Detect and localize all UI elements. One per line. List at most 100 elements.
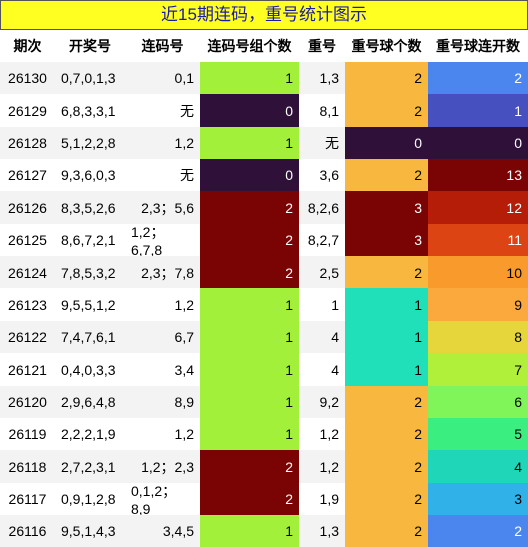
colored-cell: 2 <box>428 514 528 547</box>
cell: 26126 <box>0 191 55 225</box>
colored-cell: 0 <box>345 126 428 160</box>
colored-cell: 2 <box>345 94 428 128</box>
colored-cell: 11 <box>428 223 528 257</box>
colored-cell: 2 <box>345 256 428 289</box>
cell: 2,5 <box>299 256 345 289</box>
cell: 2,3；5,6 <box>125 191 200 225</box>
cell: 6,7 <box>125 320 200 354</box>
cell: 1,3 <box>299 62 345 95</box>
colored-cell: 2 <box>200 191 299 225</box>
title: 近15期连码，重号统计图示 <box>0 0 528 30</box>
colored-cell: 1 <box>200 62 299 95</box>
header-cell: 连码号组个数 <box>207 38 292 54</box>
cell: 4 <box>299 353 345 386</box>
cell: 1,2 <box>125 288 200 322</box>
colored-cell: 2 <box>345 385 428 419</box>
cell: 26120 <box>0 385 55 419</box>
cell: 2,9,6,4,8 <box>55 385 125 419</box>
cell: 26117 <box>0 482 55 516</box>
cell: 8,1 <box>299 94 345 128</box>
header-cell: 开奖号 <box>69 38 111 54</box>
cell: 0,7,0,1,3 <box>55 62 125 95</box>
cell: 9,5,5,1,2 <box>55 288 125 322</box>
colored-cell: 2 <box>200 450 299 484</box>
cell: 0,1,2；8,9 <box>125 482 200 517</box>
cell: 2,2,2,1,9 <box>55 417 125 451</box>
colored-cell: 2 <box>200 482 299 516</box>
colored-cell: 3 <box>345 191 428 225</box>
colored-cell: 6 <box>428 385 528 419</box>
colored-cell: 5 <box>428 417 528 451</box>
colored-cell: 2 <box>345 514 428 547</box>
colored-cell: 2 <box>200 223 299 257</box>
colored-cell: 2 <box>345 417 428 451</box>
cell: 8,9 <box>125 385 200 419</box>
cell: 1,2 <box>125 126 200 160</box>
colored-cell: 1 <box>200 514 299 547</box>
cell: 8,2,6 <box>299 191 345 225</box>
colored-cell: 2 <box>200 256 299 289</box>
colored-cell: 0 <box>200 94 299 128</box>
colored-cell: 2 <box>428 62 528 95</box>
cell: 1,2 <box>299 450 345 484</box>
colored-cell: 1 <box>200 126 299 160</box>
colored-cell: 1 <box>345 353 428 386</box>
colored-cell: 1 <box>428 94 528 128</box>
cell: 3,4 <box>125 353 200 386</box>
cell: 2,7,2,3,1 <box>55 450 125 484</box>
colored-cell: 4 <box>428 450 528 484</box>
colored-cell: 1 <box>200 288 299 322</box>
cell: 26118 <box>0 450 55 484</box>
cell: 26129 <box>0 94 55 128</box>
cell: 无 <box>125 94 200 128</box>
cell: 5,1,2,2,8 <box>55 126 125 160</box>
colored-cell: 1 <box>345 320 428 354</box>
cell: 26123 <box>0 288 55 322</box>
cell: 7,4,7,6,1 <box>55 320 125 354</box>
colored-cell: 1 <box>200 353 299 386</box>
cell: 26127 <box>0 159 55 192</box>
cell: 1,3 <box>299 514 345 547</box>
colored-cell: 0 <box>428 126 528 160</box>
colored-cell: 1 <box>345 288 428 322</box>
header-cell: 重号 <box>308 38 336 54</box>
cell: 26122 <box>0 320 55 354</box>
colored-cell: 3 <box>428 482 528 516</box>
cell: 1,2；2,3 <box>125 450 200 484</box>
cell: 3,4,5 <box>125 514 200 547</box>
colored-cell: 2 <box>345 62 428 95</box>
cell: 26130 <box>0 62 55 95</box>
colored-cell: 8 <box>428 320 528 354</box>
cell: 8,3,5,2,6 <box>55 191 125 225</box>
header-cell: 期次 <box>13 38 42 54</box>
cell: 0,4,0,3,3 <box>55 353 125 386</box>
colored-cell: 12 <box>428 191 528 225</box>
cell: 6,8,3,3,1 <box>55 94 125 128</box>
colored-cell: 10 <box>428 256 528 289</box>
colored-cell: 7 <box>428 353 528 386</box>
colored-cell: 1 <box>200 320 299 354</box>
cell: 26128 <box>0 126 55 160</box>
cell: 无 <box>299 126 345 160</box>
cell: 7,8,5,3,2 <box>55 256 125 289</box>
colored-cell: 2 <box>345 482 428 516</box>
header-cell: 连码号 <box>141 38 184 54</box>
cell: 9,3,6,0,3 <box>55 159 125 192</box>
cell: 1,9 <box>299 482 345 516</box>
header-cell: 重号球连开数 <box>436 38 520 54</box>
cell: 3,6 <box>299 159 345 192</box>
cell: 1,2 <box>125 417 200 451</box>
colored-cell: 1 <box>200 417 299 451</box>
cell: 26124 <box>0 256 55 289</box>
cell: 1,2；6,7,8 <box>125 223 200 258</box>
cell: 9,2 <box>299 385 345 419</box>
cell: 4 <box>299 320 345 354</box>
cell: 9,5,1,4,3 <box>55 514 125 547</box>
colored-cell: 13 <box>428 159 528 192</box>
cell: 0,1 <box>125 62 200 95</box>
cell: 1 <box>299 288 345 322</box>
cell: 无 <box>125 159 200 192</box>
cell: 26125 <box>0 223 55 257</box>
colored-cell: 1 <box>200 385 299 419</box>
